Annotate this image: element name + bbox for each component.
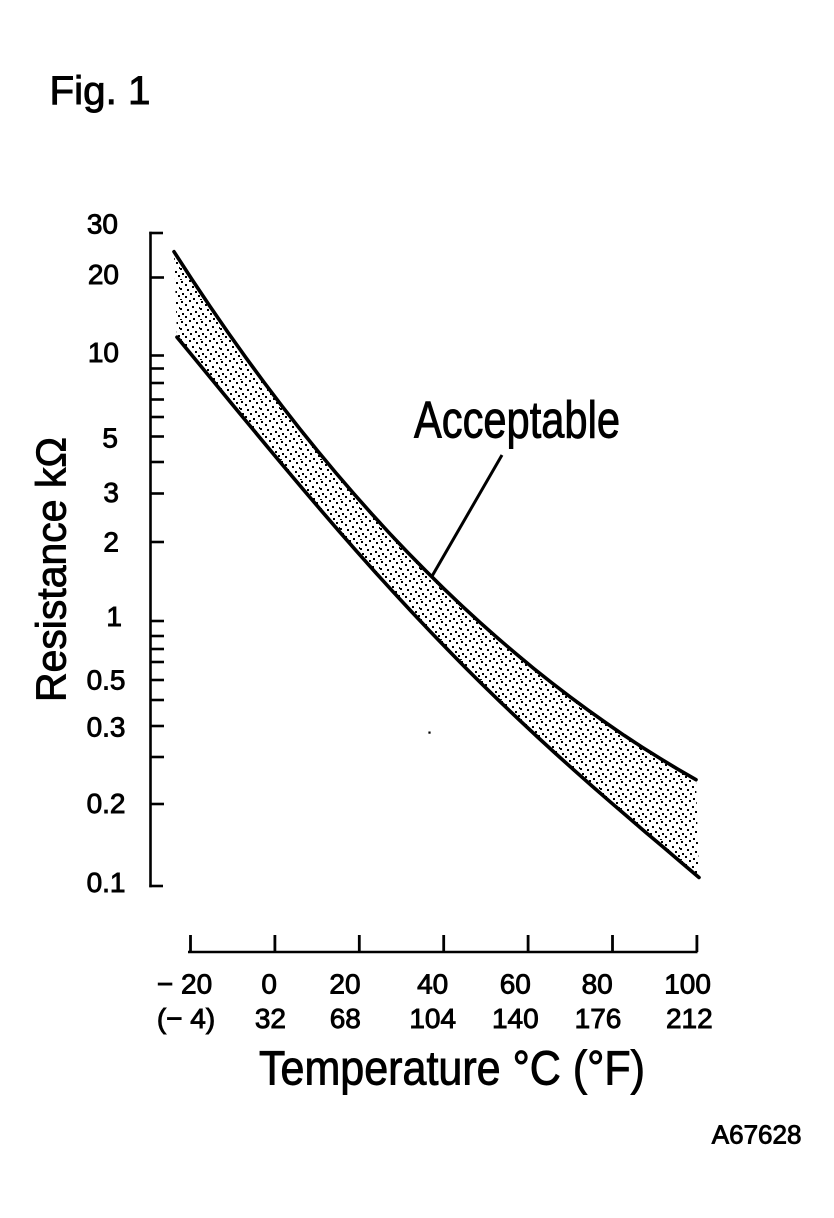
svg-text:2: 2 [103,527,119,558]
svg-text:212: 212 [666,1003,713,1034]
svg-text:32: 32 [255,1003,286,1034]
svg-text:104: 104 [409,1003,456,1034]
svg-text:5: 5 [102,423,118,454]
svg-text:3: 3 [103,477,119,508]
svg-text:1: 1 [106,601,122,632]
svg-text:30: 30 [87,209,118,240]
svg-text:60: 60 [500,969,531,1000]
svg-text:140: 140 [492,1003,539,1034]
svg-text:− 20: − 20 [157,969,212,1000]
svg-text:68: 68 [330,1003,361,1034]
svg-text:0.2: 0.2 [87,788,126,819]
svg-text:20: 20 [329,969,360,1000]
svg-text:Temperature °C (°F): Temperature °C (°F) [259,1042,645,1095]
svg-text:10: 10 [88,337,119,368]
svg-text:0.5: 0.5 [87,665,126,696]
svg-text:Fig. 1: Fig. 1 [50,69,151,113]
svg-text:0: 0 [261,969,277,1000]
svg-text:Acceptable: Acceptable [414,392,620,450]
svg-text:0.3: 0.3 [87,712,126,743]
svg-text:100: 100 [664,969,711,1000]
svg-text:(− 4): (− 4) [157,1003,215,1034]
svg-text:Resistance kΩ: Resistance kΩ [28,437,75,702]
svg-text:A67628: A67628 [712,1120,802,1150]
svg-text:40: 40 [417,969,448,1000]
svg-text:80: 80 [582,969,613,1000]
svg-text:0.1: 0.1 [87,867,126,898]
svg-text:176: 176 [575,1003,622,1034]
svg-text:20: 20 [88,259,119,290]
